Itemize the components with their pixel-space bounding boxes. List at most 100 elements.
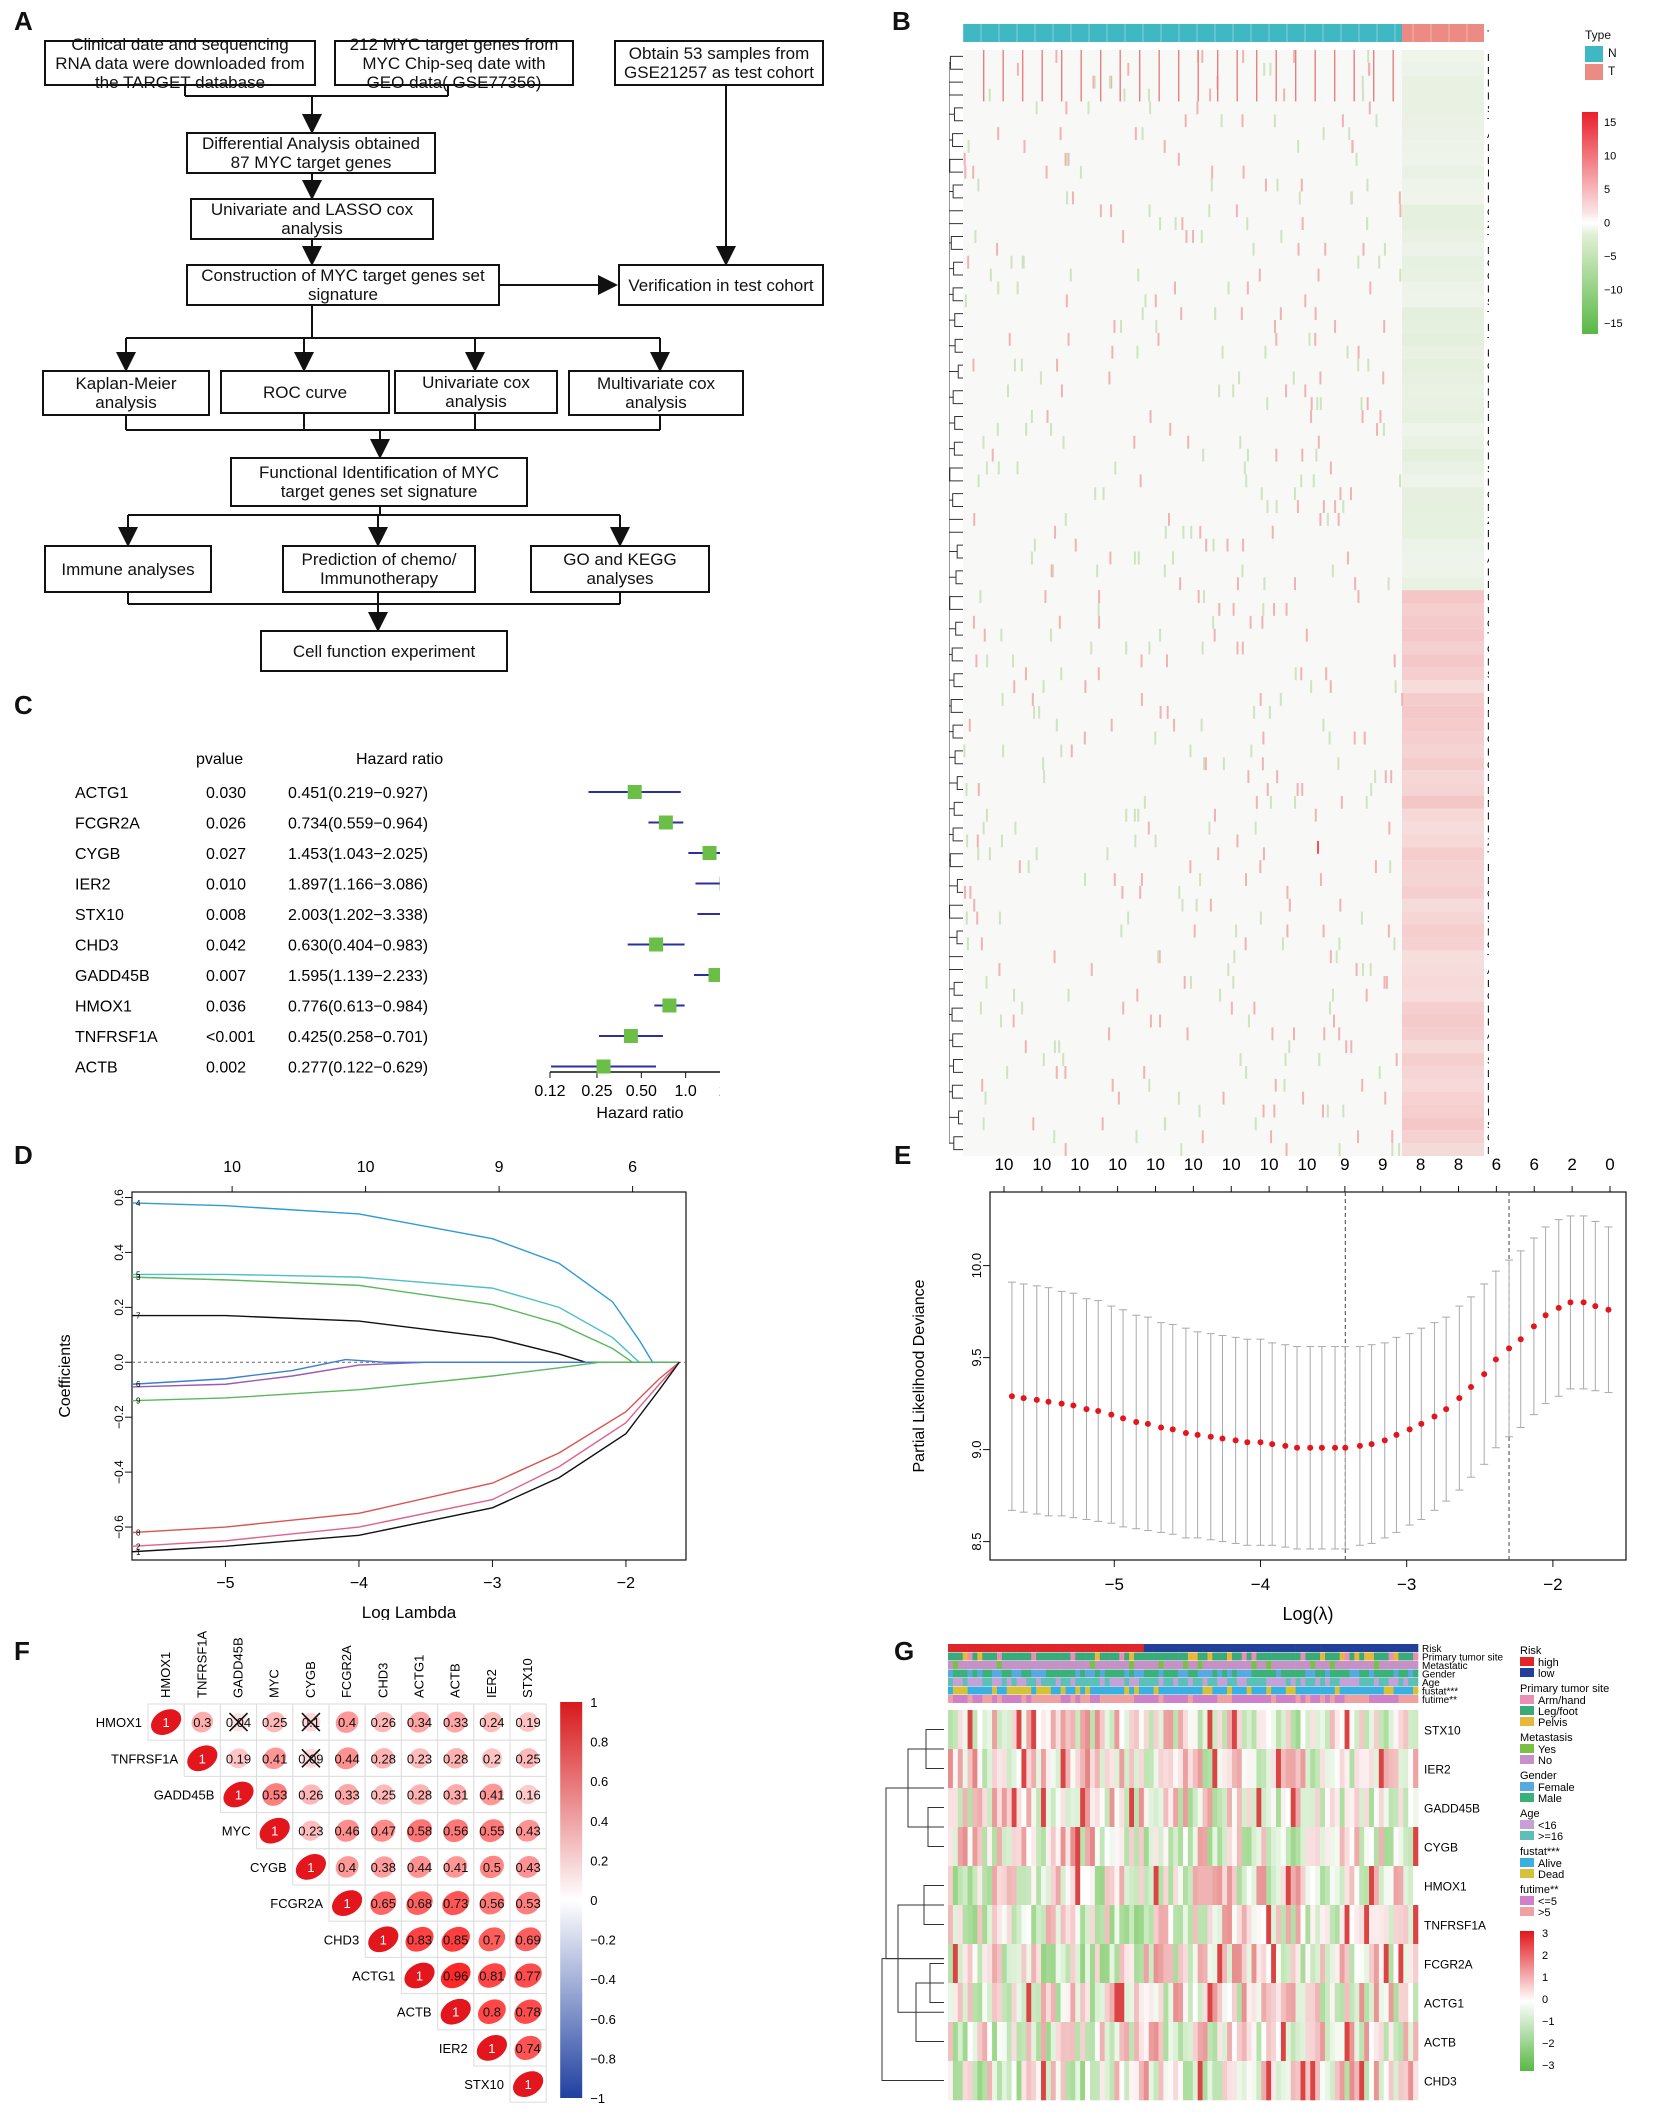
annotation-cell [1246, 1669, 1252, 1678]
annotation-cell [1280, 1652, 1287, 1661]
annotation-cell [1280, 1686, 1287, 1695]
annotation-cell [987, 1695, 993, 1703]
deviance-point [1393, 1431, 1400, 1438]
y-tick-label: −0.2 [112, 1405, 126, 1429]
heatmap-cell [1002, 744, 1005, 758]
heatmap-row-tumor [1402, 165, 1484, 179]
annotation-cell [1300, 1652, 1306, 1661]
corr-value: 0.3 [193, 1715, 211, 1730]
expression-cell [1026, 1866, 1032, 1906]
legend-item-label: <16 [1538, 1820, 1557, 1832]
expression-cell [1300, 1788, 1306, 1828]
annotation-cell [1158, 1669, 1164, 1678]
annotation-cell [1036, 1695, 1042, 1703]
expression-cell [1070, 1944, 1076, 1984]
corr-value: 1 [452, 2005, 459, 2020]
expression-cell [987, 1905, 993, 1945]
expression-cell [948, 1983, 954, 2023]
annotation-cell [1231, 1678, 1238, 1686]
annotation-cell [1276, 1644, 1282, 1652]
annotation-cell [1280, 1695, 1287, 1703]
forest-hr-text: 0.425(0.258−0.701) [288, 1029, 428, 1046]
annotation-cell [1089, 1644, 1096, 1652]
annotation-cell [1197, 1644, 1203, 1652]
annotation-cell [1109, 1652, 1115, 1661]
heatmap-cell [1111, 1078, 1114, 1092]
heatmap-cell [1122, 230, 1125, 243]
corr-row-label: TNFRSF1A [111, 1751, 179, 1766]
heatmap-cell [1275, 448, 1278, 462]
expression-cell [948, 1866, 954, 1906]
corr-value: 1 [199, 1751, 206, 1766]
expression-cell [1134, 1866, 1140, 1906]
annotation-cell [1173, 1678, 1179, 1686]
expression-cell [1369, 1944, 1375, 1984]
annotation-cell [1089, 1661, 1096, 1669]
expression-cell [992, 1749, 998, 1789]
heatmap-cell [1177, 152, 1180, 166]
annotation-cell [1271, 1652, 1277, 1661]
heatmap-cell [991, 448, 994, 462]
panel-letter-b: B [892, 6, 911, 36]
expression-cell [1197, 1905, 1203, 1945]
expression-cell [1138, 2022, 1145, 2062]
annotation-cell [1173, 1644, 1179, 1652]
insignificant-cross [301, 1748, 321, 1768]
g-colorbar-tick: −1 [1542, 2016, 1555, 2028]
expression-cell [1354, 2022, 1360, 2062]
annotation-cell [1158, 1695, 1164, 1703]
heatmap-row-tumor [1402, 500, 1484, 513]
expression-cell [1045, 2061, 1052, 2101]
heatmap-row-tumor [1402, 834, 1484, 848]
corr-ellipse [515, 1891, 541, 1915]
expression-cell [1388, 1983, 1394, 2023]
heatmap-cell [1262, 731, 1265, 745]
heatmap-cell [1157, 950, 1160, 964]
expression-cell [1227, 1944, 1233, 1984]
heatmap-row-tumor [1402, 487, 1484, 501]
panel-letter-d: D [14, 1140, 33, 1170]
expression-cell [962, 1983, 968, 2023]
legend-swatch [1520, 1657, 1534, 1666]
heatmap-cell [1401, 693, 1404, 706]
annotation-cell [952, 1661, 959, 1669]
expression-cell [992, 1905, 998, 1945]
legend-swatch [1520, 1858, 1534, 1867]
corr-value: 0.28 [443, 1751, 468, 1766]
deviance-point [1605, 1306, 1612, 1313]
heatmap-cell [1245, 873, 1248, 886]
expression-cell [1388, 2061, 1394, 2101]
expression-cell [1011, 1983, 1017, 2023]
expression-cell [1256, 1866, 1262, 1906]
colorbar-tick: −15 [1604, 318, 1623, 330]
gene-label: RNA5S2*** [1487, 91, 1489, 103]
heatmap-cell [1218, 384, 1221, 398]
gene-label: PDK2*** [1487, 322, 1489, 334]
forest-hr-marker [627, 785, 642, 799]
expression-cell [1280, 1788, 1287, 1828]
dendrogram-branch [952, 724, 963, 739]
y-axis-title: Partial Likelihood Deviance [911, 1279, 928, 1472]
expression-cell [1168, 1905, 1174, 1945]
annotation-cell [1099, 1661, 1105, 1669]
expression-cell [1378, 2061, 1385, 2101]
expression-cell [1324, 2061, 1331, 2101]
expression-cell [1080, 1905, 1086, 1945]
annotation-cell [1031, 1695, 1037, 1703]
expression-cell [1036, 2022, 1042, 2062]
heatmap-cell [1384, 1091, 1387, 1105]
expression-cell [1236, 1944, 1243, 1984]
heatmap-cell [1219, 988, 1222, 1002]
expression-cell [1089, 1944, 1096, 1984]
heatmap-cell [1362, 963, 1365, 976]
annotation-cell [1031, 1678, 1037, 1686]
expression-cell [1094, 1866, 1101, 1906]
expression-cell [1021, 1788, 1027, 1828]
expression-cell [1373, 1905, 1380, 1945]
expression-cell [987, 1944, 993, 1984]
expression-cell [1104, 1944, 1110, 1984]
expression-cell [1344, 1749, 1350, 1789]
forest-gene: ACTG1 [75, 785, 128, 802]
forest-hr-text: 0.734(0.559−0.964) [288, 816, 428, 833]
corr-ellipse [300, 1784, 322, 1805]
